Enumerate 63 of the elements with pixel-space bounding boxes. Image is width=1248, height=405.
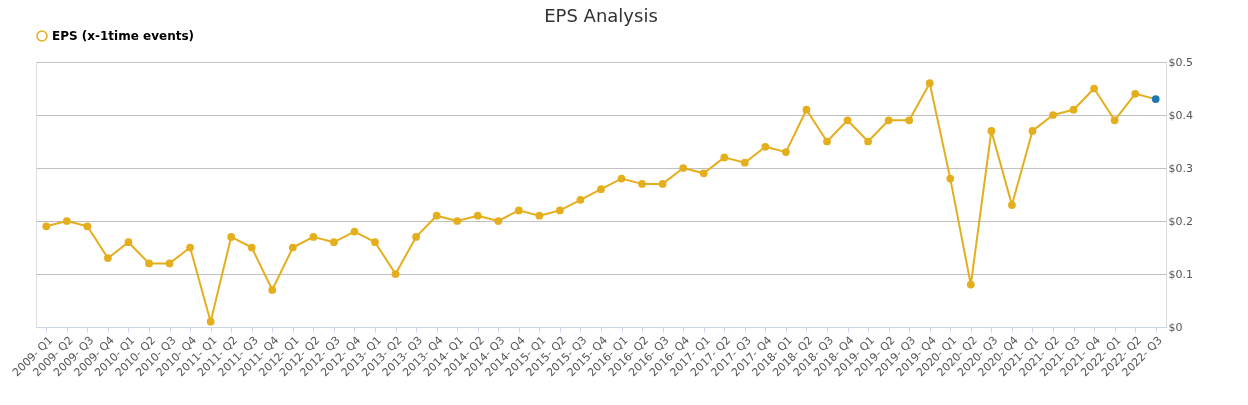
- point: [1049, 111, 1057, 119]
- y-tick-label: $0.4: [1168, 108, 1193, 122]
- point: [1069, 105, 1078, 114]
- point: [124, 238, 133, 247]
- y-tick-label: $0.2: [1168, 214, 1193, 228]
- point: [802, 105, 811, 114]
- legend-label: EPS (x-1time events): [52, 29, 195, 43]
- point: [473, 211, 482, 220]
- point: [925, 79, 934, 88]
- point: [62, 217, 71, 225]
- point: [823, 137, 831, 146]
- point: [966, 280, 975, 289]
- point: [843, 116, 852, 125]
- point: [104, 254, 112, 262]
- point: [1090, 84, 1098, 93]
- point: [535, 211, 544, 220]
- point: [740, 158, 749, 167]
- point: [720, 153, 729, 162]
- point: [679, 164, 688, 172]
- point: [330, 238, 338, 247]
- y-tick-label: $0.3: [1168, 161, 1193, 175]
- point: [1131, 89, 1140, 98]
- point: [453, 217, 462, 225]
- point: [1028, 127, 1037, 135]
- point: [1151, 95, 1160, 103]
- chart-title: EPS Analysis: [544, 5, 658, 26]
- point: [576, 195, 585, 204]
- point: [638, 180, 646, 188]
- point: [1110, 116, 1119, 125]
- point: [617, 174, 626, 183]
- point: [432, 211, 441, 220]
- point: [864, 137, 872, 146]
- point: [412, 233, 420, 241]
- point: [206, 317, 215, 326]
- point: [247, 243, 256, 252]
- point: [905, 116, 914, 125]
- point: [658, 180, 667, 188]
- point: [782, 148, 790, 156]
- point: [987, 127, 996, 135]
- point: [761, 142, 770, 151]
- point: [494, 217, 503, 225]
- point: [391, 270, 400, 278]
- point: [288, 243, 297, 252]
- point: [514, 206, 523, 215]
- point: [227, 233, 236, 241]
- point: [165, 259, 174, 268]
- point: [371, 238, 379, 247]
- point: [186, 243, 194, 252]
- point: [884, 116, 893, 125]
- point: [309, 233, 318, 241]
- point: [556, 206, 564, 215]
- point: [1008, 201, 1016, 209]
- point: [42, 222, 51, 231]
- point: [83, 222, 92, 231]
- y-tick-label: $0.1: [1168, 267, 1193, 281]
- point: [946, 174, 955, 183]
- y-tick-label: $0: [1168, 320, 1183, 334]
- point: [597, 185, 605, 194]
- point: [268, 286, 277, 294]
- point: [145, 259, 153, 268]
- point: [699, 169, 708, 178]
- point: [350, 227, 359, 236]
- y-tick-label: $0.5: [1168, 55, 1193, 69]
